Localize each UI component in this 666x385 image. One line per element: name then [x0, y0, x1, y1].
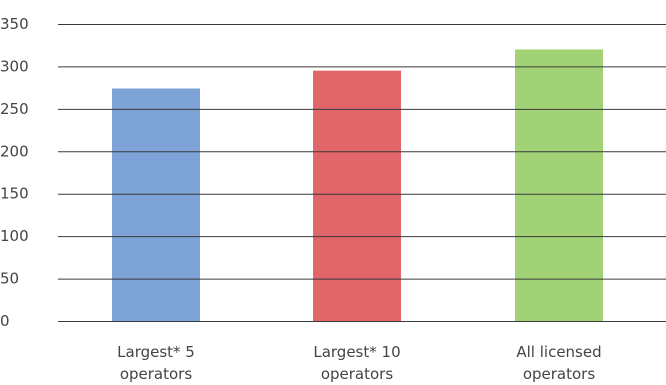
category-label-line: operators — [523, 365, 596, 383]
category-label-line: Largest* 10 — [313, 343, 400, 361]
y-tick-label: 300 — [0, 57, 29, 75]
y-tick-label: 350 — [0, 15, 29, 33]
y-tick-label: 250 — [0, 100, 29, 118]
category-label: Largest* 10 operators — [313, 343, 400, 383]
y-axis-ticks: 0 50 100 150 200 250 300 350 — [0, 15, 29, 330]
y-tick-label: 0 — [0, 312, 10, 330]
category-label-line: operators — [120, 365, 193, 383]
category-label: Largest* 5 operators — [117, 343, 195, 383]
bars — [112, 49, 603, 322]
category-label-line: Largest* 5 — [117, 343, 195, 361]
category-label: All licensed operators — [516, 343, 601, 383]
category-label-line: operators — [321, 365, 394, 383]
bar — [313, 70, 401, 322]
y-tick-label: 200 — [0, 142, 29, 160]
y-tick-label: 50 — [0, 270, 19, 288]
bar — [112, 88, 200, 322]
y-tick-label: 150 — [0, 185, 29, 203]
bar — [515, 49, 603, 321]
gridlines — [58, 24, 666, 322]
y-tick-label: 100 — [0, 227, 29, 245]
category-label-line: All licensed — [516, 343, 601, 361]
